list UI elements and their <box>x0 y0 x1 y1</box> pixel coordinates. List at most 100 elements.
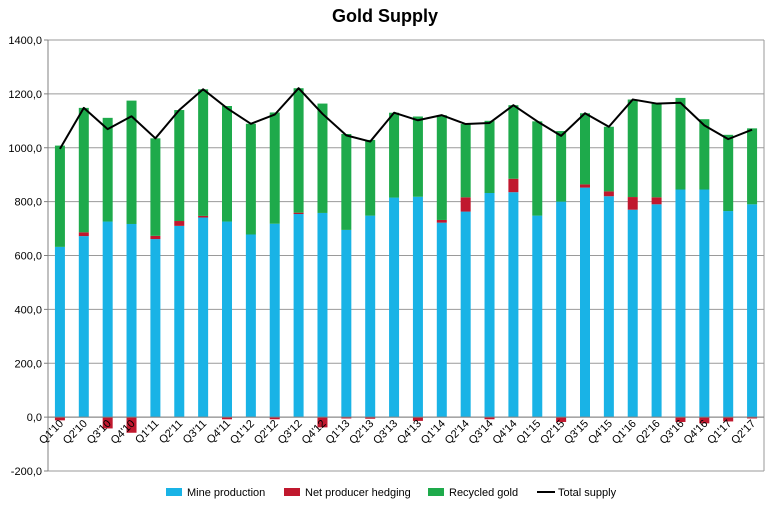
y-tick-label: 0,0 <box>27 412 42 424</box>
legend-label-total-supply: Total supply <box>558 487 617 499</box>
legend: Mine production Net producer hedging Recyc… <box>166 487 617 499</box>
bar-net-producer-hedging <box>222 417 232 420</box>
bar-mine-production <box>412 196 423 418</box>
bar-recycled-gold <box>78 107 89 233</box>
bar-net-producer-hedging <box>412 417 423 421</box>
bar-net-producer-hedging <box>126 417 137 433</box>
bar-mine-production <box>627 209 638 418</box>
bar-mine-production <box>675 189 686 418</box>
bar-mine-production <box>126 223 137 418</box>
bar-mine-production <box>54 246 65 418</box>
y-tick-label: 1000,0 <box>8 143 42 155</box>
bar-mine-production <box>198 217 209 418</box>
bar-recycled-gold <box>54 145 65 247</box>
bar-recycled-gold <box>603 126 614 192</box>
bar-mine-production <box>747 204 758 418</box>
bar-net-producer-hedging <box>174 221 185 226</box>
bar-recycled-gold <box>412 116 423 197</box>
line-total-supply <box>59 87 753 150</box>
bar-recycled-gold <box>651 103 662 198</box>
bar-recycled-gold <box>102 117 113 222</box>
bar-recycled-gold <box>389 112 400 198</box>
bar-net-producer-hedging <box>508 178 519 193</box>
bar-net-producer-hedging <box>78 232 89 237</box>
bar-recycled-gold <box>675 97 686 190</box>
bar-net-producer-hedging <box>365 417 376 419</box>
bar-recycled-gold <box>723 134 734 212</box>
bar-net-producer-hedging <box>269 417 280 420</box>
bar-mine-production <box>556 201 567 418</box>
bar-net-producer-hedging <box>341 417 352 419</box>
bar-mine-production <box>389 197 400 418</box>
bar-mine-production <box>317 212 328 418</box>
bar-mine-production <box>222 221 232 418</box>
bar-mine-production <box>460 211 471 418</box>
bar-recycled-gold <box>126 100 137 224</box>
y-tick-label: 400,0 <box>14 304 42 316</box>
bar-mine-production <box>269 223 280 418</box>
y-tick-label: 1200,0 <box>8 89 42 101</box>
bar-mine-production <box>484 193 495 418</box>
bar-net-producer-hedging <box>699 417 710 424</box>
y-tick-labels: -200,0 0,0 200,0 400,0 600,0 800,0 1000,0 1200,… <box>8 35 42 478</box>
bar-recycled-gold <box>245 123 256 235</box>
bar-mine-production <box>293 214 304 418</box>
total-supply-line <box>59 87 753 150</box>
bar-recycled-gold <box>341 134 352 230</box>
bar-recycled-gold <box>293 88 304 213</box>
bar-mine-production <box>436 222 447 418</box>
y-tick-label: -200,0 <box>11 466 42 478</box>
bar-recycled-gold <box>627 99 638 198</box>
bar-recycled-gold <box>317 103 328 213</box>
legend-label-recycled-gold: Recycled gold <box>449 487 518 499</box>
bar-recycled-gold <box>699 119 710 190</box>
bar-mine-production <box>699 189 710 418</box>
bar-recycled-gold <box>508 105 519 179</box>
bar-mine-production <box>580 187 590 418</box>
bar-net-producer-hedging <box>54 417 65 421</box>
bar-net-producer-hedging <box>747 417 758 419</box>
chart-title: Gold Supply <box>332 6 438 26</box>
bar-net-producer-hedging <box>293 212 304 215</box>
bar-net-producer-hedging <box>723 417 734 422</box>
legend-swatch-net-producer-hedging <box>284 488 300 496</box>
bar-net-producer-hedging <box>102 417 113 429</box>
bar-recycled-gold <box>484 120 495 193</box>
bar-recycled-gold <box>747 128 758 205</box>
bar-mine-production <box>102 221 113 418</box>
legend-swatch-mine-production <box>166 488 182 496</box>
legend-swatch-recycled-gold <box>428 488 444 496</box>
bar-mine-production <box>174 225 185 418</box>
bar-mine-production <box>245 234 256 418</box>
bar-mine-production <box>341 229 352 418</box>
bar-net-producer-hedging <box>651 197 662 205</box>
bar-mine-production <box>150 239 161 418</box>
bar-net-producer-hedging <box>627 197 638 210</box>
bar-net-producer-hedging <box>580 184 590 188</box>
bar-mine-production <box>603 196 614 418</box>
legend-label-mine-production: Mine production <box>187 487 265 499</box>
bar-recycled-gold <box>460 124 471 198</box>
y-tick-label: 200,0 <box>14 358 42 370</box>
bar-mine-production <box>78 236 89 418</box>
bar-recycled-gold <box>580 113 590 185</box>
bar-net-producer-hedging <box>603 191 614 197</box>
bar-recycled-gold <box>365 139 376 216</box>
bar-recycled-gold <box>150 138 161 236</box>
y-tick-label: 1400,0 <box>8 35 42 47</box>
bar-net-producer-hedging <box>150 235 161 240</box>
bar-recycled-gold <box>436 115 447 220</box>
bar-recycled-gold <box>174 110 185 222</box>
bar-recycled-gold <box>269 112 280 224</box>
bar-net-producer-hedging <box>436 219 447 223</box>
bar-net-producer-hedging <box>460 197 471 212</box>
bar-recycled-gold <box>556 131 567 202</box>
axes <box>44 39 765 472</box>
bar-mine-production <box>508 192 519 418</box>
bar-net-producer-hedging <box>484 417 495 420</box>
bar-recycled-gold <box>222 106 232 222</box>
legend-label-net-producer-hedging: Net producer hedging <box>305 487 411 499</box>
bar-mine-production <box>365 215 376 418</box>
bar-recycled-gold <box>532 121 543 216</box>
